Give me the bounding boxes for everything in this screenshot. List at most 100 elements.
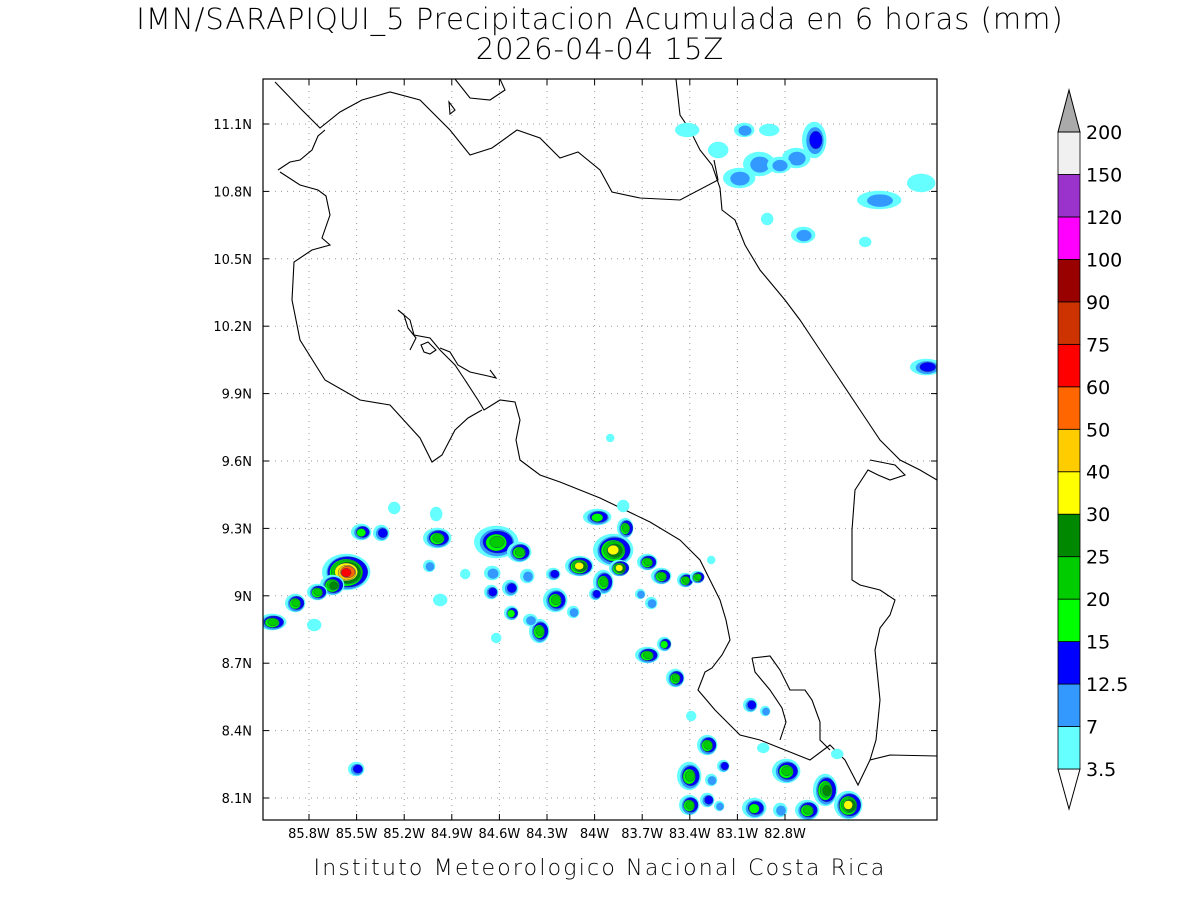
axis-ticks [263, 79, 937, 820]
precip-contour [432, 533, 444, 543]
lon-label: 82.8W [764, 827, 806, 842]
precip-contour [307, 618, 322, 632]
precip-contour [615, 564, 624, 572]
precip-contour [788, 151, 806, 166]
map-title: IMN/SARAPIQUI_5 Precipitacion Acumulada … [136, 2, 1064, 36]
lat-label: 8.7N [222, 657, 252, 672]
precip-contour [591, 513, 604, 522]
map-plot-area [263, 79, 937, 820]
colorbar-level-label: 100 [1086, 249, 1122, 271]
precip-contour [776, 805, 786, 816]
map-frame [262, 78, 938, 821]
colorbar-box [1057, 513, 1081, 558]
precip-contour [377, 528, 388, 538]
precip-contour [329, 581, 339, 590]
longitude-labels: 85.8W 85.5W 85.2W 84.9W 84.6W 84.3W 84W 83.7W 83… [288, 827, 806, 842]
precip-contour [515, 547, 525, 557]
precip-contour [750, 156, 770, 173]
precip-contour [761, 212, 774, 226]
lat-label: 10.8N [213, 185, 252, 200]
precip-contour [352, 764, 363, 774]
colorbar-box [1057, 471, 1081, 515]
precip-contour [606, 433, 615, 443]
colorbar-box [1057, 683, 1081, 727]
precip-contour [685, 800, 695, 810]
lat-label: 9N [234, 590, 252, 605]
colorbar-level-label: 120 [1086, 207, 1122, 229]
precip-contour [526, 616, 536, 626]
credit-line: Instituto Meteorologico Nacional Costa R… [313, 856, 887, 881]
lon-label: 84.6W [478, 827, 520, 842]
precip-contour [430, 506, 443, 522]
lon-label: 84W [580, 827, 610, 842]
lon-label: 83.4W [669, 827, 711, 842]
precip-contour [867, 194, 893, 207]
lat-label: 8.1N [222, 792, 252, 807]
precipitation-colorbar: 3.5 7 12.5 15 20 25 30 40 50 60 75 90 100 120 150 200 [1057, 88, 1128, 811]
precip-contour [748, 803, 760, 814]
colorbar-box [1057, 343, 1081, 388]
precip-contour [707, 776, 717, 786]
colorbar-level-label: 200 [1086, 122, 1122, 144]
precip-contour [781, 766, 793, 776]
colorbar-box [1057, 258, 1081, 303]
colorbar-level-label: 30 [1086, 504, 1110, 526]
colorbar-level-label: 7 [1086, 717, 1098, 739]
precip-contour [803, 805, 813, 815]
precip-contour [535, 626, 545, 636]
colorbar-level-label: 40 [1086, 462, 1110, 484]
precip-contour [592, 589, 601, 599]
precip-contour [433, 593, 448, 607]
precip-contour [859, 236, 872, 248]
precip-contour [617, 499, 630, 513]
lon-label: 85.2W [383, 827, 425, 842]
lon-label: 83.7W [621, 827, 663, 842]
precip-contour [491, 632, 502, 644]
precip-contour [707, 555, 716, 565]
precip-contour [772, 159, 788, 172]
precip-contour [907, 173, 936, 193]
lon-label: 85.8W [288, 827, 330, 842]
colorbar-box [1057, 726, 1081, 770]
precip-contour [831, 748, 844, 760]
precipitation-shading [263, 121, 937, 820]
lat-label: 10.2N [213, 320, 252, 335]
precip-contour [762, 707, 770, 716]
lat-label: 8.4N [222, 725, 252, 740]
precip-contour [703, 740, 713, 750]
precip-contour [523, 571, 533, 582]
lat-label: 9.9N [222, 388, 252, 403]
precip-contour [637, 590, 645, 599]
precip-contour [757, 742, 770, 754]
precip-contour [460, 568, 471, 580]
precip-contour [506, 583, 517, 593]
precip-contour [686, 710, 697, 722]
colorbar-level-label: 60 [1086, 377, 1110, 399]
precip-contour [551, 595, 561, 605]
precip-contour [720, 761, 729, 771]
precip-contour [643, 651, 653, 659]
latitude-labels: 11.1N 10.8N 10.5N 10.2N 9.9N 9.6N 9.3N 9N 8.7N 8.… [213, 118, 252, 807]
precip-contour [425, 562, 435, 572]
colorbar-box [1057, 174, 1081, 218]
precip-contour [291, 598, 301, 608]
lon-label: 84.3W [526, 827, 568, 842]
colorbar-level-label: 150 [1086, 164, 1122, 186]
colorbar-level-label: 12.5 [1086, 674, 1128, 696]
colorbar-box [1057, 131, 1081, 175]
precip-contour [708, 141, 729, 159]
precip-contour [574, 562, 584, 570]
colorbar-box [1057, 386, 1081, 430]
precip-contour [507, 609, 516, 618]
colorbar-box [1057, 556, 1081, 600]
precip-contour [489, 535, 505, 549]
precip-contour [647, 599, 657, 609]
precip-contour [313, 588, 323, 596]
precip-contour [704, 795, 714, 805]
precip-contour [341, 568, 352, 578]
colorbar-level-label: 25 [1086, 547, 1110, 569]
precip-contour [388, 501, 401, 515]
precip-contour [488, 587, 498, 597]
precip-contour [356, 528, 366, 537]
